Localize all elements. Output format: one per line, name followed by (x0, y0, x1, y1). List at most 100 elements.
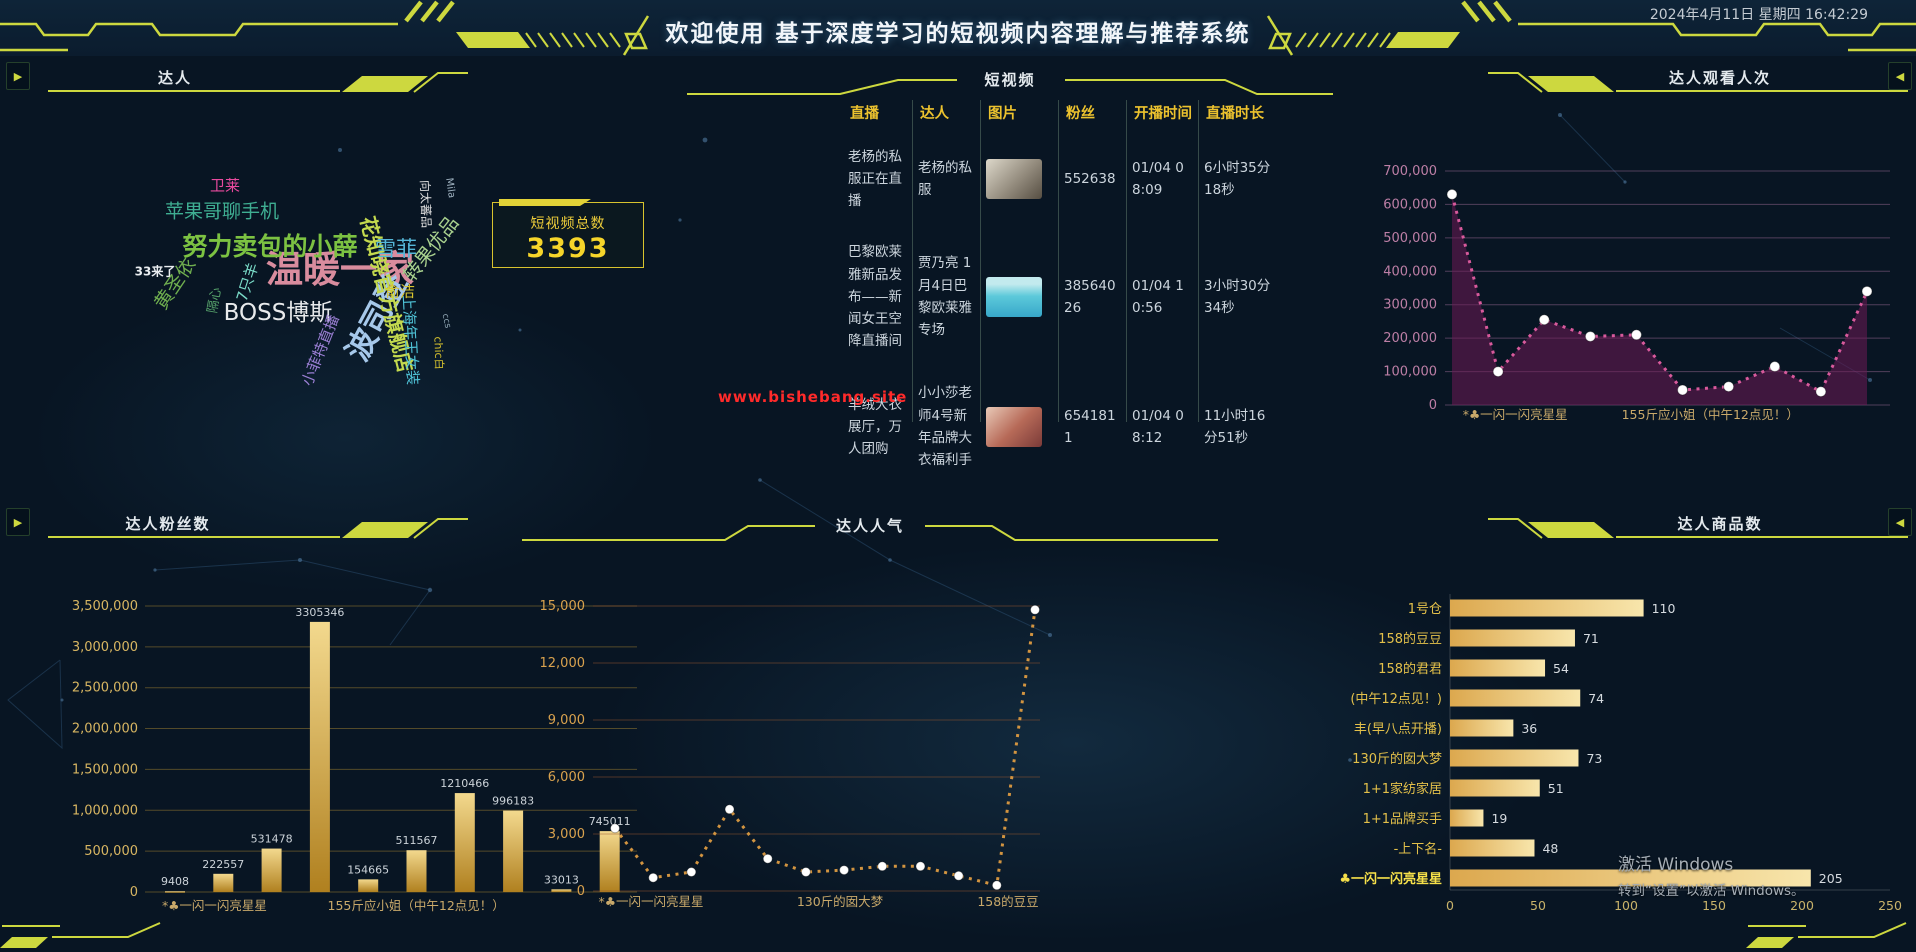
wordcloud-word[interactable]: ccs (439, 312, 453, 330)
data-point-marker[interactable] (1677, 384, 1689, 396)
cell-fans: 38564026 (1064, 277, 1116, 316)
line-series (613, 609, 1037, 888)
category-label: (中午12点见！) (1350, 692, 1442, 707)
category-label: -上下名- (1394, 841, 1443, 857)
data-point-marker[interactable] (953, 870, 964, 881)
panel-title-fans: 达人粉丝数 (125, 515, 210, 533)
windows-activation-notice: 激活 Windows 转到“设置”以激活 Windows。 (1618, 850, 1805, 899)
panel-header-fans: 达人粉丝数 (48, 515, 468, 539)
wordcloud-word[interactable]: 卫莱 (209, 176, 241, 195)
bar[interactable] (309, 621, 330, 892)
data-point-marker[interactable] (724, 804, 735, 815)
wordcloud-word[interactable]: 俞洁 (384, 282, 416, 301)
data-point-marker[interactable] (1030, 604, 1040, 615)
bar[interactable] (1450, 749, 1579, 767)
data-point-marker[interactable] (991, 880, 1002, 891)
bar[interactable] (213, 873, 234, 892)
wordcloud-word[interactable]: 雪菲 (375, 237, 417, 261)
y-axis-tick: 3,000 (548, 827, 585, 842)
wordcloud-word[interactable]: 33来了 (134, 264, 176, 279)
cell-fans: 552638 (1064, 170, 1116, 187)
bar[interactable] (1450, 599, 1644, 617)
panel-header-viewers: 达人观看人次 (1488, 69, 1908, 93)
bar[interactable] (599, 831, 620, 892)
bar[interactable] (406, 850, 427, 892)
category-label: ♣一闪一闪亮星星 (1339, 871, 1442, 887)
wordcloud-word[interactable]: 上海年王女装 (399, 294, 422, 386)
bar[interactable] (1450, 659, 1546, 677)
wordcloud-word[interactable]: 努力卖包的小薛 (182, 232, 358, 261)
bar[interactable] (1450, 809, 1484, 827)
edge-arrow-right-bottom[interactable]: ◀ (1888, 508, 1912, 536)
data-point-marker[interactable] (1492, 366, 1504, 378)
table-row: 巴黎欧莱雅新品发布——新闻女王空降直播间 贾乃亮 1月4日巴黎欧莱雅专场 38564… (848, 233, 1334, 361)
wordcloud-word[interactable]: 隔心 (205, 286, 225, 315)
wordcloud-word[interactable]: 黄圣依 (150, 254, 201, 314)
y-axis-tick: 400,000 (1383, 264, 1437, 279)
wordcloud-word[interactable]: 向太蕃品 (417, 179, 434, 229)
popularity-line-chart[interactable]: 0 3,000 6,000 9,000 12,000 15,000 *♣一闪一闪亮星星 130… (525, 556, 1215, 936)
bar[interactable] (1450, 779, 1540, 797)
data-point-marker[interactable] (686, 867, 697, 877)
wordcloud-word[interactable]: 温暖一家 (266, 248, 414, 291)
data-point-marker[interactable] (877, 861, 888, 872)
table-divider (1126, 100, 1127, 422)
y-axis-tick: 500,000 (84, 844, 138, 859)
bar-value-label: 9408 (161, 875, 189, 888)
x-axis-label: *♣一闪一闪亮星星 (162, 898, 267, 913)
bar[interactable] (551, 889, 572, 892)
bar[interactable] (1450, 719, 1514, 737)
x-axis-label: 155斤应小姐（中午12点见！） (1622, 407, 1799, 422)
bar[interactable] (503, 810, 524, 892)
bar[interactable] (165, 891, 185, 893)
bar[interactable] (1450, 869, 1811, 887)
bar[interactable] (1450, 629, 1575, 647)
edge-arrow-left-top[interactable]: ▶ (6, 62, 30, 90)
bar[interactable] (1450, 839, 1535, 857)
wordcloud-word[interactable]: Mila (443, 177, 457, 199)
cell-duration: 6小时35分18秒 (1204, 159, 1271, 198)
data-point-marker[interactable] (839, 865, 850, 876)
wordcloud-word[interactable]: chic白 (431, 336, 446, 370)
data-point-marker[interactable] (762, 853, 773, 864)
data-point-marker[interactable] (610, 823, 620, 834)
category-label: 1+1品牌买手 (1363, 811, 1442, 827)
data-point-marker[interactable] (1538, 314, 1550, 326)
wordcloud-word[interactable]: 苹果哥聊手机 (164, 200, 280, 223)
wordcloud-word[interactable]: BOSS博斯 (223, 300, 333, 326)
edge-arrow-left-bottom[interactable]: ▶ (6, 508, 30, 536)
bar-value-label: 745011 (589, 815, 631, 828)
cell-image (986, 407, 1064, 447)
live-thumbnail (986, 159, 1042, 199)
data-point-marker[interactable] (1630, 329, 1642, 341)
table-divider (1198, 100, 1199, 422)
products-hbar-chart[interactable]: 1号仓 110 158的豆豆 71 158的君君 54 (中午12点见！) 74 丰(早八点开播… (1240, 556, 1916, 936)
bar[interactable] (358, 879, 379, 892)
live-thumbnail (986, 277, 1042, 317)
viewers-line-chart[interactable]: 0 100,000 200,000 300,000 400,000 500,000 600,… (1240, 95, 1916, 430)
cell-talent: 老杨的私服 (918, 159, 972, 198)
bar[interactable] (454, 793, 475, 892)
edge-arrow-right-top[interactable]: ◀ (1888, 62, 1912, 90)
panel-title-popularity: 达人人气 (836, 517, 904, 535)
data-point-marker[interactable] (1446, 188, 1458, 200)
bar-value-label: 51 (1548, 781, 1564, 796)
data-point-marker[interactable] (1815, 386, 1827, 398)
bar[interactable] (261, 848, 282, 892)
category-label: 丰(早八点开播) (1354, 722, 1442, 737)
data-point-marker[interactable] (915, 861, 926, 872)
data-point-marker[interactable] (800, 867, 811, 877)
live-videos-table: 直播 达人 图片 粉丝 开播时间 直播时长 老杨的私服正在直播 老杨的私服 5526… (848, 100, 1334, 477)
fans-bar-chart[interactable]: 0 500,000 1,000,000 1,500,000 2,000,000 2,500… (40, 556, 680, 936)
data-point-marker[interactable] (1723, 381, 1735, 393)
data-point-marker[interactable] (648, 872, 659, 883)
table-divider (980, 100, 981, 422)
cell-fans: 6541811 (1064, 407, 1116, 446)
bar[interactable] (1450, 689, 1581, 707)
bar-value-label: 1210466 (440, 777, 489, 790)
data-point-marker[interactable] (1584, 330, 1596, 342)
bar-value-label: 222557 (202, 858, 244, 871)
x-axis-tick: 150 (1702, 898, 1726, 913)
data-point-marker[interactable] (1861, 285, 1873, 297)
data-point-marker[interactable] (1769, 361, 1781, 373)
